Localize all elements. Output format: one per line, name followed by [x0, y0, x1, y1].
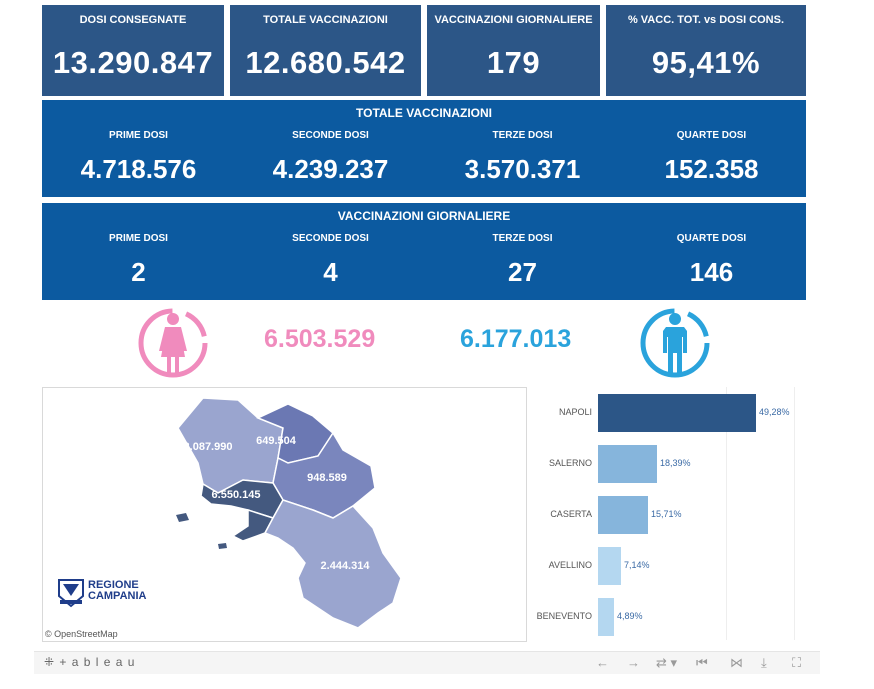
panel-title: VACCINAZIONI GIORNALIERE: [337, 209, 511, 223]
tableau-brand: + a b l e a u: [59, 655, 136, 669]
tableau-logo-icon: ⁜: [44, 655, 56, 669]
col-value: 4.239.237: [272, 154, 389, 184]
kpi-label: DOSI CONSEGNATE: [79, 14, 187, 26]
tableau-toolbar: ⁜ + a b l e a u ← → ⇄ ▾ ⏮ ⋈ ⤓ ⛶: [34, 651, 820, 674]
bar-caserta[interactable]: [598, 496, 648, 534]
regione-campania-logo: REGIONE CAMPANIA: [57, 578, 177, 610]
bar-label-benevento: BENEVENTO: [536, 611, 592, 621]
bar-benevento[interactable]: [598, 598, 614, 636]
kpi-value: 95,41%: [651, 45, 761, 80]
col-label: SECONDE DOSI: [292, 130, 369, 141]
col-value: 3.570.371: [464, 154, 581, 184]
kpi-label: VACCINAZIONI GIORNALIERE: [434, 14, 593, 26]
bar-pct-benevento: 4,89%: [617, 611, 643, 621]
female-total: 6.503.529: [264, 325, 376, 353]
male-total: 6.177.013: [460, 325, 572, 353]
col-label: TERZE DOSI: [492, 233, 553, 244]
female-icon: [138, 308, 208, 378]
fullscreen-icon[interactable]: ⛶: [792, 655, 802, 670]
pause-icon[interactable]: ⏮: [696, 655, 708, 670]
kpi-value: 13.290.847: [52, 45, 214, 80]
map-attribution[interactable]: © OpenStreetMap: [45, 629, 118, 639]
panel-title: TOTALE VACCINAZIONI: [356, 106, 492, 120]
bar-label-salerno: SALERNO: [548, 458, 592, 468]
share-icon[interactable]: ⋈: [730, 655, 743, 670]
col-value: 27: [508, 257, 537, 287]
totale-vaccinazioni-panel: TOTALE VACCINAZIONI PRIME DOSI 4.718.576…: [42, 100, 806, 197]
col-label: QUARTE DOSI: [676, 130, 747, 141]
kpi-label: % VACC. TOT. vs DOSI CONS.: [627, 14, 785, 26]
male-icon: [640, 308, 710, 378]
province-chart: [530, 387, 805, 640]
regione-shield-icon: [58, 579, 84, 608]
island-capri: [218, 543, 227, 549]
chart-gridline: [794, 387, 795, 640]
kpi-label: TOTALE VACCINAZIONI: [263, 14, 388, 26]
col-label: PRIME DOSI: [109, 233, 168, 244]
col-label: TERZE DOSI: [492, 130, 553, 141]
map-label-avellino: 948.589: [307, 472, 347, 484]
col-value: 2: [131, 257, 146, 287]
bar-pct-avellino: 7,14%: [624, 560, 650, 570]
map-label-caserta: 2.087.990: [184, 441, 233, 453]
col-value: 4.718.576: [80, 154, 197, 184]
kpi-vaccinazioni-giornaliere: VACCINAZIONI GIORNALIERE 179: [427, 5, 600, 96]
bar-pct-salerno: 18,39%: [660, 458, 691, 468]
col-label: QUARTE DOSI: [676, 233, 747, 244]
map-label-napoli: 6.550.145: [212, 489, 261, 501]
col-label: PRIME DOSI: [109, 130, 168, 141]
undo-icon[interactable]: ←: [596, 655, 609, 670]
col-value: 152.358: [664, 154, 759, 184]
bar-label-napoli: NAPOLI: [558, 407, 592, 417]
bar-label-caserta: CASERTA: [550, 509, 592, 519]
map-label-benevento: 649.504: [256, 435, 297, 447]
bar-napoli[interactable]: [598, 394, 756, 432]
map-regions: 2.087.990 649.504 948.589 6.550.145 2.44…: [176, 397, 402, 629]
revert-icon[interactable]: ⇄ ▾: [656, 655, 678, 670]
col-value: 146: [689, 257, 734, 287]
kpi-totale-vaccinazioni: TOTALE VACCINAZIONI 12.680.542: [230, 5, 421, 96]
kpi-percentuale: % VACC. TOT. vs DOSI CONS. 95,41%: [606, 5, 806, 96]
tableau-logo[interactable]: ⁜ + a b l e a u: [44, 655, 135, 669]
kpi-value: 179: [486, 45, 541, 80]
map-label-salerno: 2.444.314: [321, 560, 371, 572]
col-value: 4: [323, 257, 338, 287]
bar-pct-napoli: 49,28%: [759, 407, 790, 417]
kpi-value: 12.680.542: [245, 45, 406, 80]
col-label: SECONDE DOSI: [292, 233, 369, 244]
logo-line2: CAMPANIA: [88, 590, 147, 602]
chart-gridline: [726, 387, 727, 640]
logo-line1: REGIONE: [88, 579, 139, 591]
province-salerno: [263, 499, 402, 629]
bar-salerno[interactable]: [598, 445, 657, 483]
giornaliere-panel: VACCINAZIONI GIORNALIERE PRIME DOSI 2 SE…: [42, 203, 806, 300]
campania-map[interactable]: 2.087.990 649.504 948.589 6.550.145 2.44…: [42, 387, 527, 642]
island-ischia: [176, 513, 189, 522]
bar-avellino[interactable]: [598, 547, 621, 585]
bar-label-avellino: AVELLINO: [548, 560, 592, 570]
bar-pct-caserta: 15,71%: [651, 509, 682, 519]
kpi-dosi-consegnate: DOSI CONSEGNATE 13.290.847: [42, 5, 224, 96]
redo-icon[interactable]: →: [627, 655, 640, 670]
download-icon[interactable]: ⤓: [761, 655, 767, 670]
